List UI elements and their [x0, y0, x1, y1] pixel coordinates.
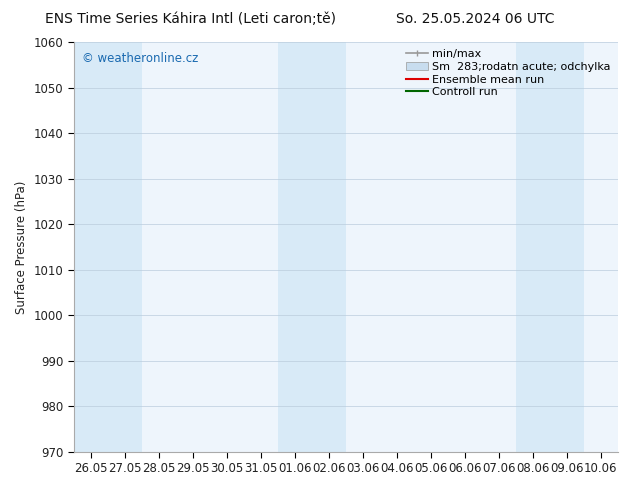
Bar: [312, 42, 346, 452]
Bar: [74, 42, 108, 452]
Legend: min/max, Sm  283;rodatn acute; odchylka, Ensemble mean run, Controll run: min/max, Sm 283;rodatn acute; odchylka, …: [403, 46, 614, 101]
Bar: [515, 42, 550, 452]
Text: © weatheronline.cz: © weatheronline.cz: [82, 52, 198, 65]
Text: ENS Time Series Káhira Intl (Leti caron;tě): ENS Time Series Káhira Intl (Leti caron;…: [45, 12, 335, 26]
Bar: [550, 42, 584, 452]
Bar: [278, 42, 312, 452]
Text: So. 25.05.2024 06 UTC: So. 25.05.2024 06 UTC: [396, 12, 555, 26]
Y-axis label: Surface Pressure (hPa): Surface Pressure (hPa): [15, 180, 28, 314]
Bar: [108, 42, 142, 452]
